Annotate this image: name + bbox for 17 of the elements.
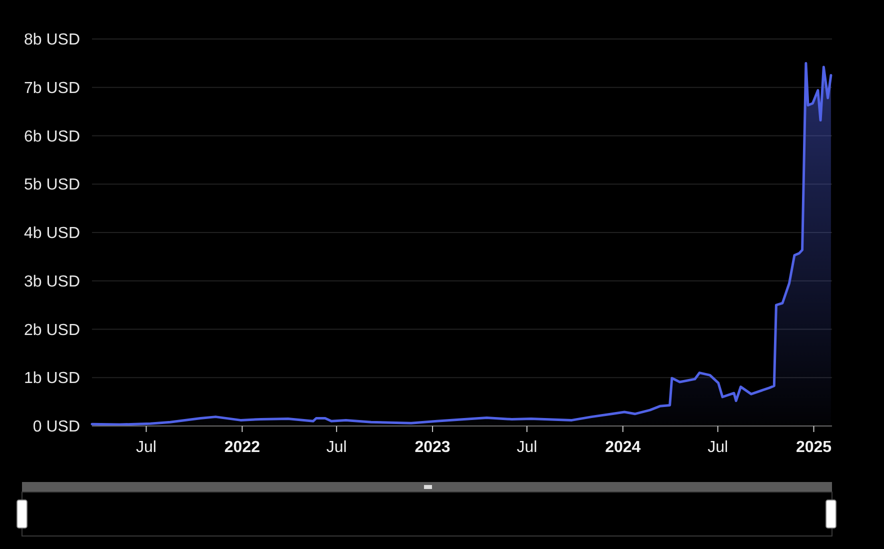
y-tick-label: 5b USD	[24, 176, 80, 194]
y-tick-label: 3b USD	[24, 273, 80, 290]
y-tick-label: 8b USD	[24, 32, 80, 49]
y-tick-label: 6b USD	[24, 128, 80, 146]
y-tick-label: 0 USD	[32, 418, 80, 436]
x-tick-label: 2025	[796, 439, 832, 456]
y-tick-label: 4b USD	[24, 225, 80, 242]
x-tick-label: Jul	[708, 439, 728, 456]
y-tick-label: 7b USD	[24, 80, 80, 97]
x-tick-label: 2023	[414, 439, 450, 456]
x-tick-label: 2022	[224, 439, 260, 456]
x-tick-label: 2024	[605, 439, 641, 456]
x-tick-label: Jul	[516, 439, 538, 456]
x-tick-label: Jul	[326, 439, 347, 456]
y-tick-label: 2b USD	[24, 322, 80, 339]
x-tick-label: Jul	[136, 439, 156, 456]
y-tick-label: 1b USD	[24, 370, 80, 388]
